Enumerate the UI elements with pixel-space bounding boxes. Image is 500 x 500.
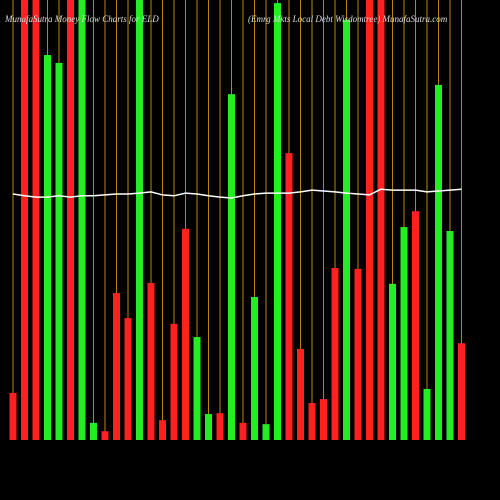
bar — [44, 55, 51, 440]
bar — [78, 0, 86, 440]
bar — [67, 0, 74, 440]
bar — [320, 399, 327, 440]
bar — [55, 62, 63, 441]
bar — [423, 388, 431, 440]
chart-subtitle: (Emrg Mkts Local Debt Wisdomtree) Munafa… — [248, 14, 448, 24]
bar — [32, 0, 40, 440]
bar — [446, 231, 454, 440]
bar — [297, 348, 304, 440]
bar — [354, 268, 362, 440]
bar — [400, 227, 408, 440]
bar — [251, 297, 258, 440]
bar — [90, 422, 97, 440]
bar — [285, 153, 293, 440]
money-flow-line — [12, 188, 462, 199]
bar — [239, 422, 247, 440]
bar — [274, 3, 281, 441]
bar — [21, 0, 28, 440]
bar — [389, 283, 396, 440]
bar — [343, 19, 350, 441]
bar — [101, 431, 109, 440]
bar — [308, 403, 316, 440]
bar — [331, 267, 339, 440]
bar — [136, 0, 143, 440]
bar — [113, 293, 120, 440]
bar — [228, 94, 235, 440]
bar — [216, 413, 224, 440]
bar — [147, 282, 155, 440]
bar — [377, 0, 385, 440]
bar — [124, 318, 132, 440]
bar — [170, 323, 178, 440]
bar — [262, 424, 270, 440]
bar — [366, 0, 373, 440]
bar — [9, 392, 17, 440]
plot-area — [9, 0, 465, 441]
bar — [193, 337, 201, 440]
chart-title: MunafaSutra Money Flow Charts for ELD — [4, 14, 159, 24]
bar — [458, 343, 465, 440]
bar — [412, 211, 419, 440]
bar — [182, 228, 189, 440]
bar — [159, 420, 166, 440]
bar — [205, 414, 212, 440]
bar — [435, 84, 442, 441]
